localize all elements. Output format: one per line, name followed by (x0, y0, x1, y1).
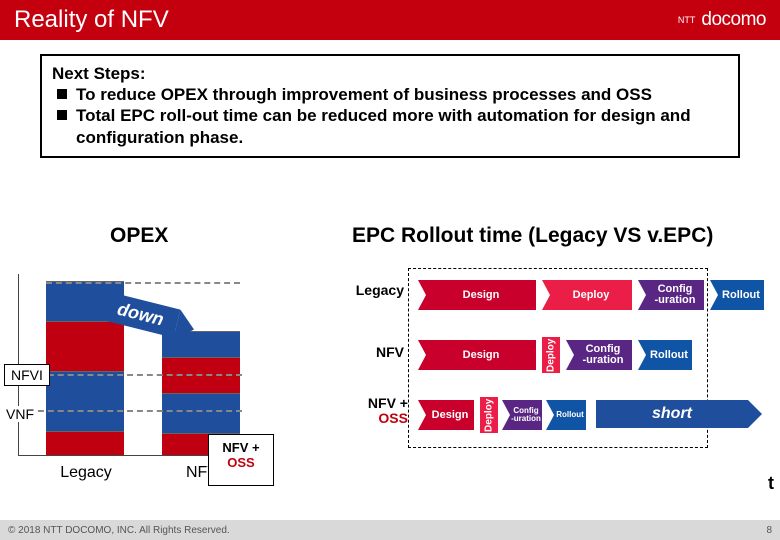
footer: © 2018 NTT DOCOMO, INC. All Rights Reser… (0, 520, 780, 540)
row-label-nfv: NFV (344, 344, 404, 360)
logo-name: docomo (701, 9, 766, 31)
page-number: 8 (766, 525, 772, 536)
row-label-legacy: Legacy (344, 282, 404, 298)
dashed-line-nfvi (28, 374, 242, 376)
row-label-nfv-oss: NFV +OSS (340, 396, 408, 427)
epc-rollout-title: EPC Rollout time (Legacy VS v.EPC) (352, 224, 713, 248)
bar-label-legacy: Legacy (36, 464, 136, 482)
dashed-line-vnf (28, 410, 242, 412)
next-steps-item: To reduce OPEX through improvement of bu… (52, 84, 728, 105)
charts-area: OPEX Legacy NFV down NFVI VNF NFV +OSS E… (0, 224, 780, 518)
copyright: © 2018 NTT DOCOMO, INC. All Rights Reser… (8, 525, 230, 536)
opex-title: OPEX (110, 224, 168, 248)
page-title: Reality of NFV (14, 6, 169, 34)
title-bar: Reality of NFV NTT docomo (0, 0, 780, 40)
dashed-line-top (46, 282, 240, 284)
next-steps-box: Next Steps: To reduce OPEX through impro… (40, 54, 740, 158)
nfv-oss-box: NFV +OSS (208, 434, 274, 486)
docomo-logo: NTT docomo (678, 9, 766, 31)
nfvi-label: NFVI (4, 364, 50, 386)
short-arrow: short (596, 400, 748, 428)
next-steps-heading: Next Steps: (52, 64, 728, 84)
page-t: t (768, 473, 774, 494)
next-steps-item: Total EPC roll-out time can be reduced m… (52, 105, 728, 148)
vnf-label: VNF (6, 406, 34, 422)
short-label: short (652, 405, 692, 423)
logo-ntt: NTT (678, 16, 696, 25)
